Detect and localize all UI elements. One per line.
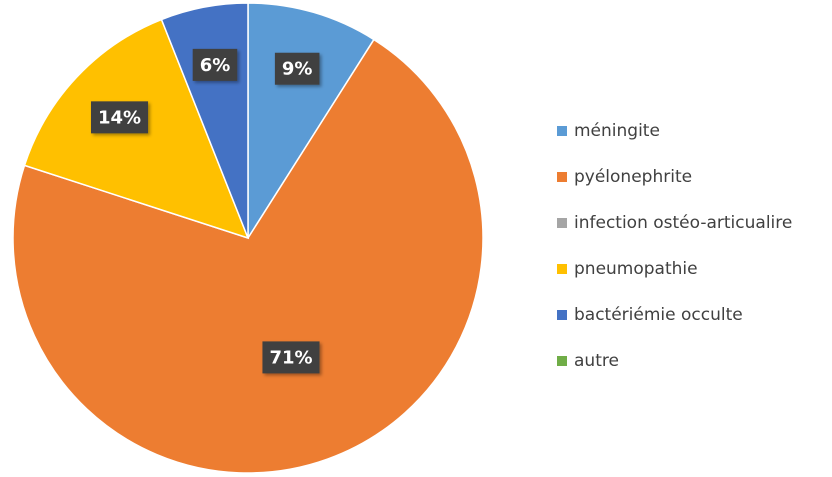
data-label-box xyxy=(192,48,238,81)
legend-swatch xyxy=(557,264,567,274)
legend-label: infection ostéo-articualire xyxy=(574,213,792,233)
legend-swatch xyxy=(557,356,567,366)
legend-swatch xyxy=(557,310,567,320)
legend-swatch xyxy=(557,218,567,228)
data-label: 14% xyxy=(90,101,149,134)
legend-label: pneumopathie xyxy=(574,259,698,279)
data-label-text: 6% xyxy=(200,55,231,76)
pie-slice xyxy=(12,38,484,474)
legend-label: autre xyxy=(574,351,619,371)
data-label: 6% xyxy=(192,48,238,81)
legend-label: bactériémie occulte xyxy=(574,305,743,325)
legend-swatch xyxy=(557,126,567,136)
data-label-box xyxy=(274,52,320,85)
legend-swatch xyxy=(557,172,567,182)
data-label-box xyxy=(90,101,149,134)
legend-label: pyélonephrite xyxy=(574,167,692,187)
data-label-box xyxy=(262,341,320,374)
data-label: 9% xyxy=(274,52,320,85)
data-label-text: 14% xyxy=(98,107,141,128)
data-label-text: 71% xyxy=(269,347,312,368)
data-label: 71% xyxy=(262,341,320,374)
legend-label: méningite xyxy=(574,121,660,141)
data-label-text: 9% xyxy=(282,59,313,80)
